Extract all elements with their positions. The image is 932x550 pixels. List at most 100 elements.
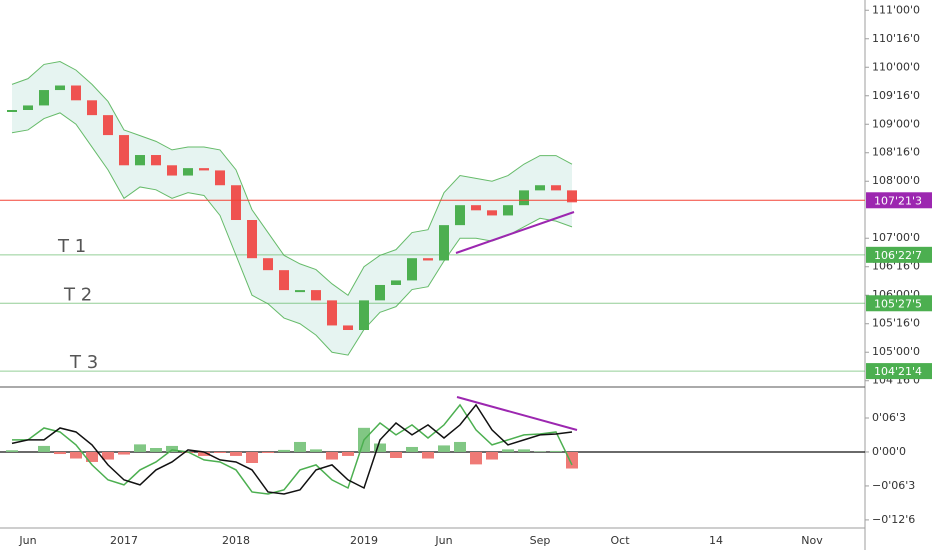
- renko-brick: [263, 258, 273, 271]
- renko-brick: [87, 100, 97, 116]
- histogram-bar: [374, 443, 386, 452]
- renko-brick: [503, 205, 513, 216]
- histogram-bar: [406, 446, 418, 452]
- histogram-bar: [454, 441, 466, 452]
- renko-brick: [119, 135, 129, 166]
- y-tick-label: 107'00'0: [872, 231, 920, 244]
- x-tick-label: Jun: [18, 534, 36, 547]
- band-line: [11, 112, 573, 356]
- histogram-bar: [246, 451, 258, 463]
- y-tick-label: 105'16'0: [872, 317, 920, 330]
- renko-brick: [551, 185, 561, 191]
- renko-brick: [135, 155, 145, 166]
- histogram-bar: [118, 451, 130, 455]
- level-badge-label: 105'27'5: [874, 297, 922, 310]
- renko-brick: [471, 205, 481, 211]
- y-tick-label: 109'00'0: [872, 117, 920, 130]
- histogram-bar: [390, 451, 402, 458]
- renko-brick: [375, 284, 385, 301]
- x-tick-label: 14: [709, 534, 723, 547]
- histogram-bar: [70, 451, 82, 459]
- histogram-bar: [6, 450, 18, 452]
- histogram-bar: [470, 451, 482, 465]
- band-line: [11, 61, 573, 296]
- oscillator-line: [12, 403, 573, 495]
- renko-brick: [407, 258, 417, 281]
- x-tick-label: 2018: [222, 534, 250, 547]
- trendline: [455, 211, 575, 254]
- y-tick-label: 110'16'0: [872, 32, 920, 45]
- renko-brick: [439, 225, 449, 261]
- renko-brick: [327, 300, 337, 326]
- renko-brick: [199, 168, 209, 171]
- y-tick-label: 109'16'0: [872, 89, 920, 102]
- histogram-bar: [326, 451, 338, 460]
- histogram-bar: [438, 445, 450, 452]
- renko-brick: [183, 168, 193, 176]
- renko-brick: [535, 185, 545, 191]
- histogram-bar: [102, 451, 114, 460]
- renko-brick: [215, 170, 225, 186]
- trendline: [456, 396, 578, 431]
- renko-brick: [151, 155, 161, 166]
- y-tick-label: 108'00'0: [872, 174, 920, 187]
- renko-brick: [231, 185, 241, 221]
- histogram-bar: [150, 448, 162, 452]
- histogram-bar: [566, 451, 578, 469]
- level-badge: [866, 295, 932, 312]
- oscillator-line: [11, 403, 573, 495]
- last-price-badge: [866, 192, 932, 209]
- y-tick-label: 0'00'0: [872, 445, 906, 458]
- level-badge-label: 106'22'7: [874, 249, 922, 262]
- renko-brick: [39, 90, 49, 106]
- renko-brick: [423, 258, 433, 261]
- histogram-bar: [534, 451, 546, 452]
- histogram-bar: [518, 449, 530, 452]
- level-name: T 3: [69, 352, 98, 373]
- y-tick-label: 105'00'0: [872, 345, 920, 358]
- histogram-bar: [294, 441, 306, 452]
- x-tick-label: 2017: [110, 534, 138, 547]
- x-tick-label: Nov: [801, 534, 823, 547]
- renko-brick: [103, 115, 113, 136]
- plot: 111'00'0 110'16'0 110'00'0 109'16'0 109'00'0…: [0, 3, 932, 547]
- histogram-bar: [422, 451, 434, 459]
- histogram-bar: [550, 450, 562, 452]
- renko-brick: [455, 205, 465, 226]
- x-tick-label: Sep: [530, 534, 551, 547]
- y-tick-label: −0'12'6: [872, 513, 915, 526]
- renko-brick: [343, 325, 353, 331]
- histogram-bar: [262, 451, 274, 453]
- histogram-bar: [86, 451, 98, 462]
- renko-brick: [23, 105, 33, 111]
- renko-brick: [167, 165, 177, 176]
- renko-brick: [71, 85, 81, 101]
- renko-brick: [295, 290, 305, 293]
- histogram-bar: [486, 451, 498, 460]
- y-tick-label: 110'00'0: [872, 60, 920, 73]
- level-badge-label: 104'21'4: [874, 365, 922, 378]
- level-name: T 2: [63, 284, 92, 305]
- y-tick-label: 106'16'0: [872, 260, 920, 273]
- y-tick-label: −0'06'3: [872, 479, 915, 492]
- renko-brick: [567, 190, 577, 203]
- renko-brick: [55, 85, 65, 91]
- renko-brick: [519, 190, 529, 206]
- y-tick-label: 111'00'0: [872, 3, 920, 16]
- y-tick-label: 108'16'0: [872, 146, 920, 159]
- histogram-bar: [198, 451, 210, 456]
- level-name: T 1: [57, 236, 86, 257]
- last-price-badge-label: 107'21'3: [874, 194, 922, 207]
- renko-brick: [391, 280, 401, 285]
- renko-brick: [487, 210, 497, 216]
- x-tick-label: Oct: [610, 534, 630, 547]
- histogram-bar: [342, 451, 354, 456]
- renko-brick: [359, 300, 369, 331]
- renko-brick: [311, 290, 321, 301]
- renko-brick: [7, 110, 17, 113]
- histogram-bar: [54, 451, 66, 455]
- histogram-bar: [502, 449, 514, 452]
- histogram-bar: [278, 449, 290, 452]
